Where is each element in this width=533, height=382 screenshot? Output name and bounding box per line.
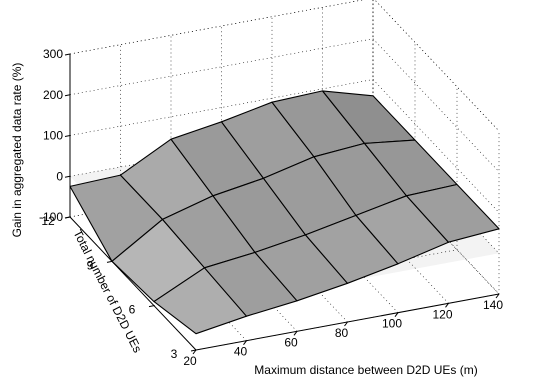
z-tick-label: 100 — [43, 129, 63, 143]
y-tick-mark — [190, 349, 197, 352]
y-tick-label: 9 — [87, 258, 94, 272]
x-tick-mark — [445, 303, 449, 308]
z-tick-mark — [64, 135, 71, 137]
z-tick-label: 0 — [56, 169, 63, 183]
z-axis-label: Gain in aggregated data rate (%) — [10, 63, 24, 238]
x-tick-label: 20 — [183, 354, 197, 368]
z-tick-label: -100 — [39, 210, 63, 224]
x-tick-mark — [293, 331, 298, 336]
x-tick-mark — [394, 312, 399, 317]
surface-cell — [405, 183, 500, 243]
surface-mesh — [69, 90, 500, 335]
y-tick-mark — [106, 260, 113, 263]
grid-line-z — [69, 38, 500, 173]
z-tick-label: 300 — [43, 47, 63, 61]
y-tick-label: 6 — [129, 303, 136, 317]
y-axis-line — [69, 216, 197, 351]
x-tick-mark — [243, 340, 247, 345]
x-tick-mark — [344, 321, 348, 327]
x-tick-label: 140 — [483, 298, 503, 312]
y-tick-mark — [148, 305, 155, 308]
x-tick-mark — [192, 349, 197, 355]
x-tick-label: 100 — [382, 317, 402, 331]
z-tick-mark — [64, 216, 71, 219]
y-tick-label: 3 — [171, 347, 178, 361]
x-tick-mark — [495, 293, 500, 299]
x-tick-label: 80 — [335, 326, 349, 340]
y-tick-label: 12 — [41, 214, 55, 228]
x-axis-label: Maximum distance between D2D UEs (m) — [254, 363, 477, 377]
x-tick-label: 120 — [432, 307, 452, 321]
z-tick-mark — [64, 94, 71, 97]
z-tick-mark — [64, 53, 71, 56]
z-tick-mark — [64, 175, 71, 178]
x-tick-label: 60 — [284, 335, 298, 349]
grid-line-y — [153, 86, 458, 306]
x-tick-label: 40 — [234, 345, 248, 359]
z-tick-label: 200 — [43, 88, 63, 102]
tick-labels: 20 40 60 80 100 120 140 3 6 9 12-100 0 100 200 300 — [39, 47, 503, 368]
